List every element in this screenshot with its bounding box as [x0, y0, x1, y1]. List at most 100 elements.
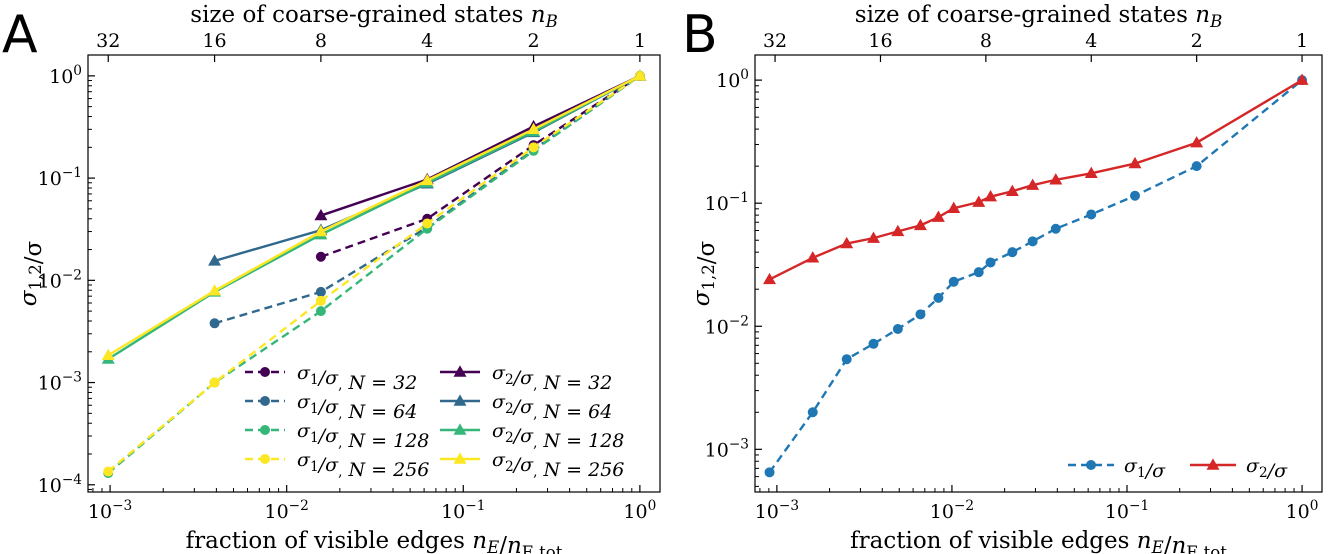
legend-label: σ2/σ, N = 64 — [492, 391, 612, 423]
legend-label: σ1/σ, N = 64 — [297, 391, 417, 423]
data-point — [527, 122, 541, 135]
data-point — [101, 348, 115, 360]
top-tick-label: 4 — [421, 30, 433, 52]
x-tick-label: 100 — [623, 498, 656, 523]
y-tick-label: 100 — [716, 67, 749, 92]
data-point — [985, 257, 996, 268]
series-line — [768, 79, 1303, 474]
data-point — [453, 365, 467, 377]
data-point — [915, 309, 926, 320]
data-point — [1295, 73, 1309, 85]
data-point — [1005, 184, 1019, 196]
legend-label: σ1/σ, N = 256 — [297, 449, 429, 481]
y-tick-label: 10−3 — [38, 370, 82, 395]
data-point — [1084, 166, 1098, 178]
data-point — [260, 367, 270, 377]
top-tick-label: 4 — [1085, 30, 1097, 52]
data-point — [208, 284, 222, 296]
data-point — [1050, 223, 1061, 234]
data-point — [1086, 460, 1096, 470]
legend-label: σ1/σ, N = 32 — [297, 362, 417, 394]
data-point — [1191, 161, 1202, 172]
panel-b: B 10−3 10−2 10−1 100 10−3 10−2 10−1 100 32 16 8 4 2 1 f… — [682, 2, 1323, 554]
top-tick-label: 8 — [980, 30, 992, 52]
x-tick-label: 10−3 — [755, 498, 799, 523]
y-tick-label: 10−2 — [705, 313, 749, 338]
data-point — [891, 224, 905, 237]
data-point — [422, 218, 433, 229]
data-point — [453, 394, 467, 406]
legend-label: σ1/σ — [1124, 455, 1166, 482]
top-tick-label: 16 — [202, 30, 226, 52]
data-point — [315, 251, 326, 262]
data-point — [103, 466, 114, 477]
top-axis-title: size of coarse-grained states nB — [190, 2, 557, 31]
y-tick-label: 10−1 — [705, 190, 749, 215]
series-1 — [209, 70, 645, 329]
top-tick-label: 1 — [1296, 30, 1308, 52]
data-point — [948, 276, 959, 287]
data-point — [841, 354, 852, 365]
data-point — [260, 454, 270, 464]
series-line — [107, 74, 641, 473]
top-tick-label: 8 — [315, 30, 327, 52]
legend-label: σ2/σ, N = 32 — [492, 362, 612, 394]
data-point — [973, 267, 984, 278]
series-line — [107, 74, 641, 361]
data-point — [1086, 209, 1097, 220]
panel-letter: B — [682, 5, 718, 65]
y-tick-label: 10−1 — [38, 165, 82, 190]
data-point — [807, 407, 818, 418]
data-point — [1129, 190, 1140, 201]
x-tick-label: 10−1 — [441, 498, 485, 523]
top-axis-title: size of coarse-grained states nB — [855, 2, 1222, 31]
data-point — [868, 338, 879, 349]
x-tick-label: 10−1 — [1105, 498, 1149, 523]
series-4 — [314, 69, 647, 221]
x-tick-label: 10−2 — [930, 498, 974, 523]
data-point — [260, 425, 270, 435]
data-point — [913, 218, 927, 231]
data-point — [420, 173, 434, 186]
series-5 — [208, 69, 647, 266]
y-tick-label: 100 — [49, 63, 82, 88]
x-axis-title: fraction of visible edges nE/nE,tot — [850, 528, 1227, 554]
data-point — [1049, 173, 1063, 185]
data-point — [315, 286, 326, 297]
data-point — [933, 292, 944, 303]
data-point — [1128, 156, 1142, 169]
x-tick-label: 10−3 — [88, 498, 132, 523]
data-point — [1190, 136, 1204, 148]
data-point — [764, 467, 775, 478]
x-tick-label: 10−2 — [264, 498, 308, 523]
data-point — [633, 69, 647, 81]
top-tick-label: 16 — [868, 30, 892, 52]
y-axis-title: σ1,2/σ — [16, 240, 47, 306]
top-tick-label: 32 — [96, 30, 120, 52]
legend-label: σ1/σ, N = 128 — [297, 420, 429, 452]
series-1 — [763, 73, 1309, 285]
data-point — [1007, 247, 1018, 258]
data-point — [1027, 236, 1038, 247]
data-point — [314, 208, 328, 221]
series-line — [768, 79, 1303, 281]
series-line — [320, 74, 641, 217]
x-axis-title: fraction of visible edges nE/nE,tot — [186, 528, 563, 554]
data-point — [209, 377, 220, 388]
data-point — [314, 224, 328, 237]
data-point — [984, 190, 998, 202]
top-tick-label: 2 — [1191, 30, 1203, 52]
data-point — [528, 142, 539, 153]
top-tick-label: 1 — [634, 30, 646, 52]
legend-label: σ2/σ — [1246, 455, 1288, 482]
series-line — [107, 74, 641, 357]
legend-label: σ2/σ, N = 256 — [492, 449, 624, 481]
plot-frame — [754, 54, 1323, 493]
series-line — [320, 74, 641, 258]
series-0 — [764, 75, 1308, 478]
top-tick-label: 2 — [528, 30, 540, 52]
top-tick-label: 32 — [763, 30, 787, 52]
